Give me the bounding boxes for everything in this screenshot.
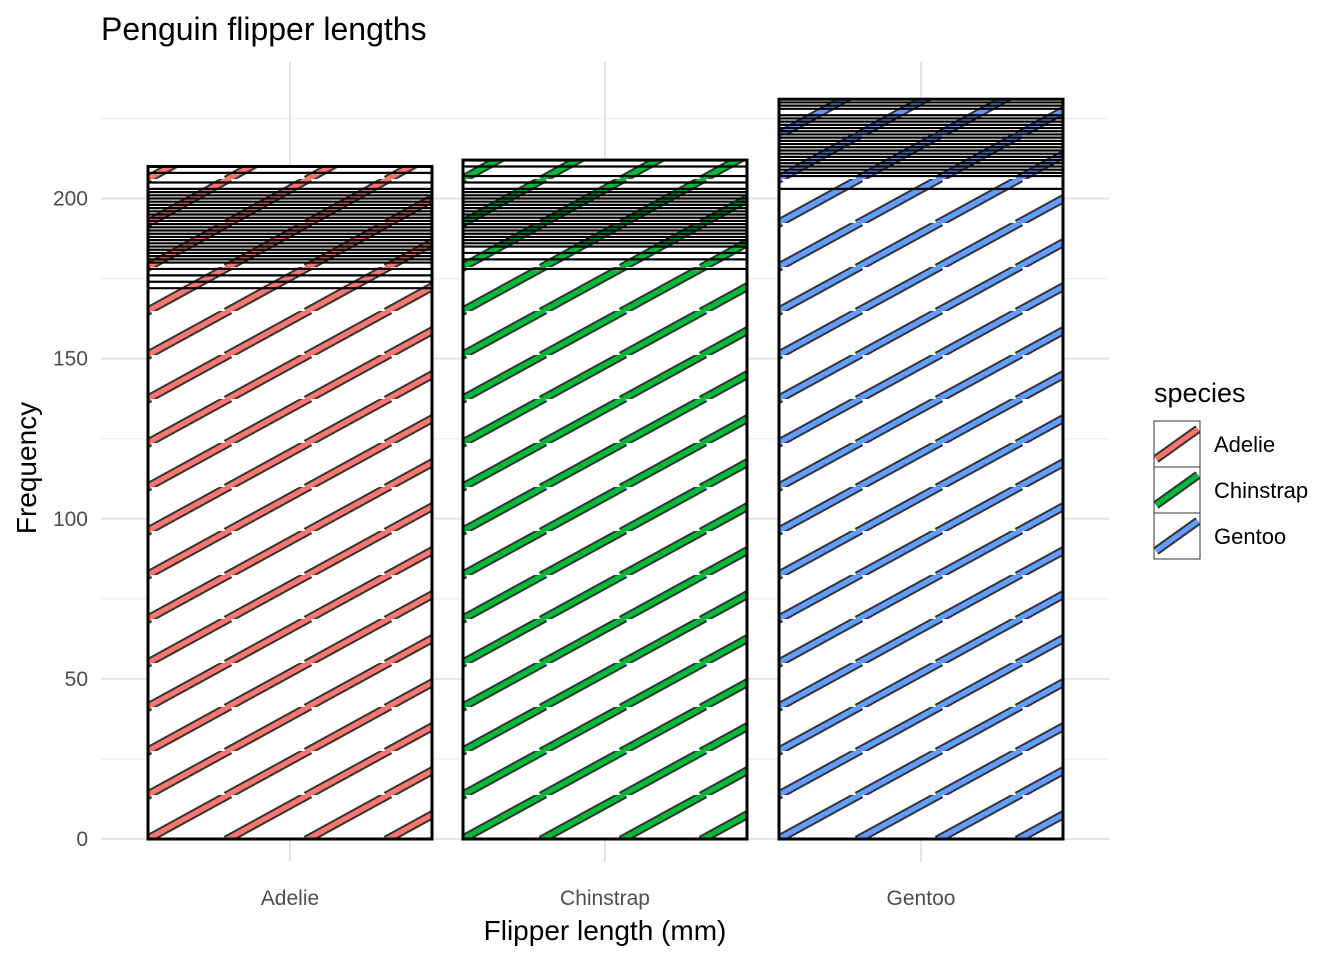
bar-outline-adelie bbox=[146, 164, 434, 841]
x-axis-title: Flipper length (mm) bbox=[484, 915, 727, 946]
chart-title: Penguin flipper lengths bbox=[101, 11, 427, 47]
legend-title: species bbox=[1154, 378, 1246, 408]
legend-label: Gentoo bbox=[1214, 524, 1286, 549]
x-tick-label: Gentoo bbox=[887, 887, 956, 910]
legend-key-stripe bbox=[1154, 472, 1200, 508]
y-tick-label: 100 bbox=[53, 508, 88, 531]
bar-fill-chinstrap bbox=[463, 160, 747, 839]
bar-outline-chinstrap bbox=[461, 158, 749, 841]
bars-group bbox=[146, 97, 1065, 841]
bar-outline-gentoo bbox=[777, 97, 1065, 841]
y-tick-label: 200 bbox=[53, 188, 88, 211]
bar-gentoo bbox=[777, 97, 1065, 841]
legend-item-gentoo: Gentoo bbox=[1153, 512, 1286, 560]
x-tick-label: Chinstrap bbox=[560, 887, 650, 910]
legend-label: Adelie bbox=[1214, 432, 1275, 457]
legend-item-chinstrap: Chinstrap bbox=[1153, 466, 1308, 514]
y-axis-ticks: 0 50 100 150 200 bbox=[53, 188, 88, 852]
y-tick-label: 0 bbox=[76, 828, 88, 851]
legend-item-adelie: Adelie bbox=[1153, 420, 1275, 468]
bar-chinstrap bbox=[461, 158, 749, 841]
y-tick-label: 150 bbox=[53, 348, 88, 371]
bar-fill-gentoo bbox=[779, 99, 1063, 839]
legend-label: Chinstrap bbox=[1214, 478, 1308, 503]
bar-adelie bbox=[146, 164, 434, 841]
y-axis-title: Frequency bbox=[11, 402, 42, 534]
legend-key-stripe bbox=[1154, 518, 1200, 554]
bar-fill-adelie bbox=[148, 166, 432, 840]
legend: species Adelie Chinstrap Gentoo bbox=[1153, 378, 1308, 560]
x-tick-label: Adelie bbox=[261, 887, 319, 910]
x-axis-ticks: Adelie Chinstrap Gentoo bbox=[261, 887, 956, 910]
legend-key-stripe bbox=[1154, 426, 1200, 462]
y-tick-label: 50 bbox=[65, 668, 88, 691]
